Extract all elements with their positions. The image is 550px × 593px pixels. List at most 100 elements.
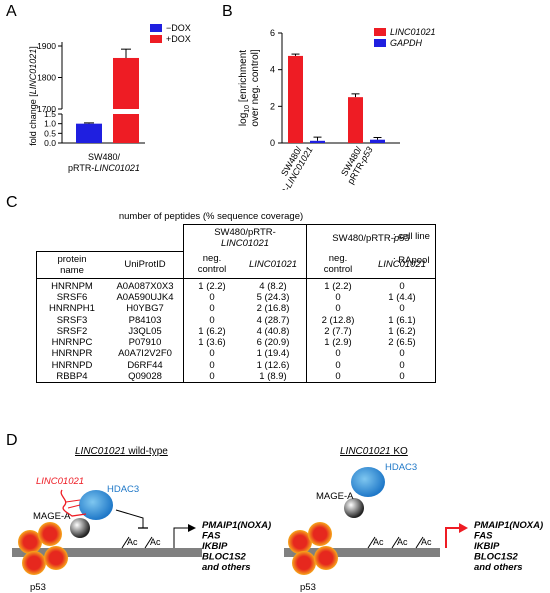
y-label-part: 10 bbox=[244, 105, 251, 113]
y-tick-label: 1.5 bbox=[44, 109, 56, 119]
bar-linc01021 bbox=[288, 55, 303, 143]
y-tick-label: 4 bbox=[270, 65, 275, 75]
y-label-part: log bbox=[238, 113, 249, 126]
p53-neg-cell: 2 (12.8) bbox=[321, 314, 355, 326]
wt-neg-cell: 0 bbox=[209, 359, 215, 371]
p53-subunit bbox=[44, 546, 68, 570]
wt-neg-cell: 0 bbox=[209, 348, 215, 360]
p53-neg-cell: 0 bbox=[306, 370, 369, 384]
table-row: RBBP4 Q09028 0 1 (8.9) 0 0 bbox=[36, 370, 436, 384]
group2-italic: p53 bbox=[393, 232, 410, 244]
wt-linc-cell: 5 (24.3) bbox=[240, 291, 307, 304]
legend-swatch bbox=[150, 24, 162, 32]
p53-subunit bbox=[18, 530, 42, 554]
uniprot-cell: Q09028 bbox=[107, 370, 184, 384]
group1-header: SW480/pRTR- LINC01021 bbox=[183, 224, 307, 251]
ac-stick bbox=[367, 536, 376, 549]
y-tick-label: 1700 bbox=[37, 104, 56, 114]
protein-name-cell: SRSF3 bbox=[36, 314, 107, 326]
y-label-part: LINC01021 bbox=[28, 49, 38, 95]
legend-label: GAPDH bbox=[390, 38, 423, 48]
col-neg-1-line1: neg. bbox=[202, 253, 222, 265]
group2-header: SW480/pRTR-p53 bbox=[306, 224, 436, 251]
p53-linc-cell: 1 (6.1) bbox=[369, 314, 436, 326]
bar-gapdh bbox=[310, 140, 325, 143]
legend-label: +DOX bbox=[166, 34, 191, 44]
y-tick-label: 6 bbox=[270, 28, 275, 38]
cell-line-label: : cell line bbox=[393, 231, 430, 242]
gene-label: IKBIP bbox=[202, 541, 228, 552]
p53-subunit bbox=[38, 522, 62, 546]
table-row: HNRNPH1 H0YBG7 0 2 (16.8) 0 0 bbox=[36, 303, 436, 315]
tss-arrowhead-wt bbox=[188, 524, 196, 532]
gene-label: PMAIP1(NOXA) bbox=[474, 520, 543, 531]
p53-label-wt: p53 bbox=[30, 582, 46, 593]
ac-stick bbox=[415, 536, 424, 549]
bar-gapdh bbox=[370, 139, 385, 143]
gene-label: BLOC1S2 bbox=[202, 552, 247, 563]
magea-shape-ko bbox=[344, 498, 364, 518]
chart-b: 0246SW480/pRTR-LINC01021SW480/pRTR-p53lo… bbox=[238, 27, 436, 190]
p53-linc-cell: 1 (6.2) bbox=[369, 325, 436, 337]
p53-neg-cell: 0 bbox=[335, 303, 341, 315]
y-tick-label: 2 bbox=[270, 101, 275, 111]
p53-linc-cell: 1 (4.4) bbox=[369, 291, 436, 304]
y-tick-label: 0 bbox=[270, 138, 275, 148]
ac-stick bbox=[391, 536, 400, 549]
legend-label: −DOX bbox=[166, 23, 191, 33]
hdac3-label-wt: HDAC3 bbox=[107, 484, 139, 495]
ac-stick bbox=[121, 536, 130, 549]
col-uniprot: UniProtID bbox=[107, 250, 184, 279]
ac-label: Ac bbox=[373, 537, 384, 547]
wt-neg-cell: 0 bbox=[209, 303, 215, 315]
protein-name-cell: RBBP4 bbox=[36, 370, 107, 384]
col-linc-1: LINC01021 bbox=[240, 251, 307, 279]
legend-swatch bbox=[150, 35, 162, 43]
p53-neg-cell: 1 (2.2) bbox=[324, 280, 352, 292]
y-tick-label: 1.0 bbox=[44, 119, 56, 129]
y-axis-label-line2: over neg. control] bbox=[250, 49, 261, 126]
uniprot-cell: D6RF44 bbox=[107, 359, 184, 371]
inhibition-line-wt bbox=[115, 509, 144, 528]
table-row: HNRNPC P07910 1 (3.6) 6 (20.9) 1 (2.9) 2 (6.5… bbox=[36, 336, 436, 349]
gene-label: FAS bbox=[202, 531, 221, 542]
p53-neg-cell: 0 bbox=[335, 291, 341, 303]
peptide-table: SW480/pRTR- LINC01021 SW480/pRTR-p53 pro… bbox=[36, 224, 436, 384]
wt-neg-cell: 0 bbox=[209, 291, 215, 303]
table-row: SRSF6 A0A590UJK4 0 5 (24.3) 0 1 (4.4) bbox=[36, 291, 436, 304]
wt-neg-cell: 0 bbox=[209, 314, 215, 326]
table-row: HNRNPD D6RF44 0 1 (12.6) 0 0 bbox=[36, 359, 436, 371]
table-row: SRSF3 P84103 0 4 (28.7) 2 (12.8) 1 (6.1) bbox=[36, 314, 436, 326]
wt-linc-cell: 4 (8.2) bbox=[240, 278, 307, 292]
y-tick-label: 0.5 bbox=[44, 128, 56, 138]
p53-subunit bbox=[314, 546, 338, 570]
protein-name-cell: HNRNPD bbox=[36, 359, 107, 371]
panel-letter-a: A bbox=[6, 3, 17, 20]
col-protein-line2: name bbox=[60, 264, 84, 276]
col-neg-1-line2: control bbox=[197, 264, 227, 276]
y-tick-label: 1800 bbox=[37, 73, 56, 83]
x-axis-label-line1: SW480/ bbox=[88, 152, 121, 162]
p53-neg-cell: 0 bbox=[335, 348, 341, 360]
linc-label: LINC01021 bbox=[36, 476, 84, 487]
category-label-part: pRTR- bbox=[270, 184, 292, 190]
bar-plus-dox-lower bbox=[113, 114, 139, 143]
tss-arrowhead-ko bbox=[459, 523, 468, 533]
p53-linc-cell: 0 bbox=[369, 359, 436, 371]
y-label-part: fold change [ bbox=[28, 94, 38, 146]
legend-label: LINC01021 bbox=[390, 27, 436, 37]
p53-linc-cell: 2 (6.5) bbox=[369, 336, 436, 349]
tss-line-wt bbox=[173, 527, 190, 548]
wt-title: LINC01021 wild-type bbox=[75, 446, 168, 457]
wt-neg-cell: 1 (2.2) bbox=[198, 280, 226, 292]
panel-letter-c: C bbox=[6, 194, 18, 211]
ac-stick bbox=[144, 536, 153, 549]
p53-linc-cell: 0 bbox=[369, 303, 436, 315]
protein-name-cell: HNRNPH1 bbox=[36, 303, 107, 315]
protein-name-cell: HNRNPR bbox=[36, 348, 107, 360]
gene-label: BLOC1S2 bbox=[474, 552, 519, 563]
protein-name-cell: HNRNPC bbox=[36, 336, 107, 349]
col-neg-2-line2: control bbox=[323, 264, 353, 276]
